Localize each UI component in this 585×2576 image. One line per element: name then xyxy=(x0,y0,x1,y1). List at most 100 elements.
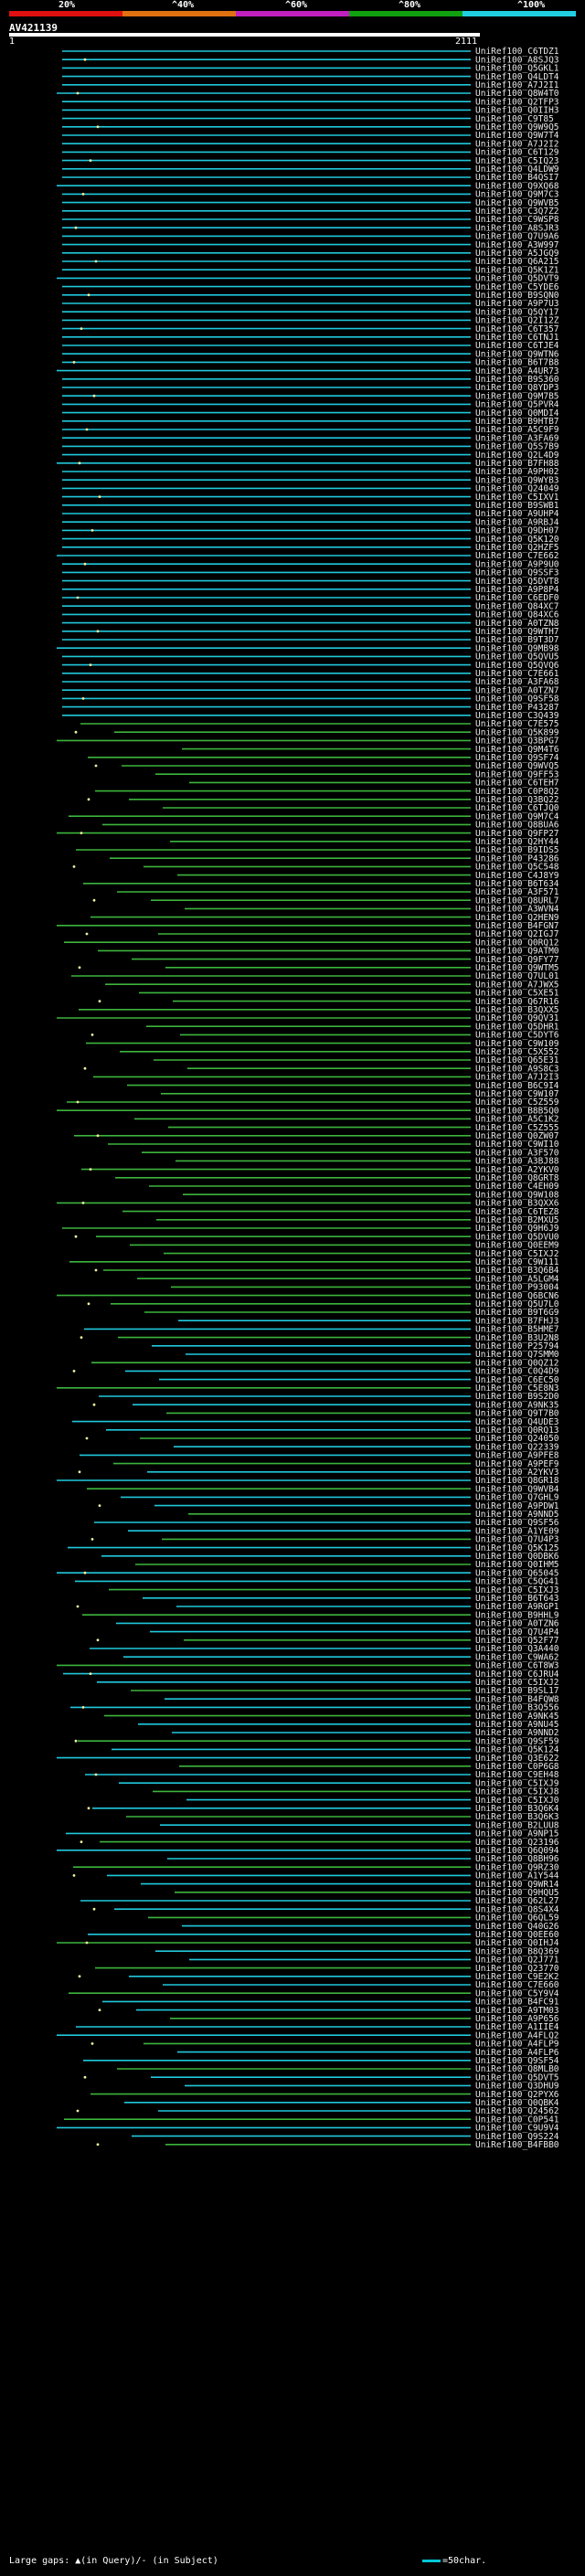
hit-label[interactable]: UniRef100_Q0ZW07 xyxy=(475,1131,559,1141)
hit-label[interactable]: UniRef100_Q9M7C4 xyxy=(475,811,559,822)
hit-label[interactable]: UniRef100_B9HTB7 xyxy=(475,417,559,427)
hit-label[interactable]: UniRef100_Q0RQ12 xyxy=(475,938,559,948)
hit-label[interactable]: UniRef100_C5X552 xyxy=(475,1047,559,1057)
hit-label[interactable]: UniRef100_Q5C548 xyxy=(475,863,559,873)
hit-label[interactable]: UniRef100_A0TZN8 xyxy=(475,619,559,629)
hit-label[interactable]: UniRef100_Q2PYX6 xyxy=(475,2090,559,2100)
hit-label[interactable]: UniRef100_A9P7U3 xyxy=(475,299,559,309)
hit-label[interactable]: UniRef100_Q9WTN6 xyxy=(475,349,559,359)
hit-label[interactable]: UniRef100_A9NK45 xyxy=(475,1712,559,1722)
hit-label[interactable]: UniRef100_A3BJ88 xyxy=(475,1157,559,1167)
hit-label[interactable]: UniRef100_Q4LDW9 xyxy=(475,164,559,175)
hit-label[interactable]: UniRef100_B4FC91 xyxy=(475,1998,559,2008)
hit-label[interactable]: UniRef100_Q9M7C3 xyxy=(475,190,559,200)
hit-label[interactable]: UniRef100_Q5DHR1 xyxy=(475,1022,559,1032)
hit-label[interactable]: UniRef100_B6C9I4 xyxy=(475,1081,559,1091)
hit-label[interactable]: UniRef100_Q24049 xyxy=(475,484,559,494)
hit-label[interactable]: UniRef100_C5YDE6 xyxy=(475,282,559,292)
hit-label[interactable]: UniRef100_B4FGN7 xyxy=(475,921,559,931)
hit-label[interactable]: UniRef100_C3Q439 xyxy=(475,711,559,721)
hit-label[interactable]: UniRef100_B3U2N8 xyxy=(475,1333,559,1343)
hit-label[interactable]: UniRef100_Q0IHM5 xyxy=(475,1560,559,1570)
hit-label[interactable]: UniRef100_A3F571 xyxy=(475,887,559,897)
hit-label[interactable]: UniRef100_C5Z555 xyxy=(475,1123,559,1133)
hit-label[interactable]: UniRef100_B9HHL9 xyxy=(475,1610,559,1620)
hit-label[interactable]: UniRef100_B3Q6B4 xyxy=(475,1266,559,1276)
hit-label[interactable]: UniRef100_Q3E622 xyxy=(475,1754,559,1764)
hit-label[interactable]: UniRef100_Q9WVB4 xyxy=(475,1484,559,1494)
hit-label[interactable]: UniRef100_Q6QL59 xyxy=(475,1913,559,1924)
hit-label[interactable]: UniRef100_P93004 xyxy=(475,1283,559,1293)
hit-label[interactable]: UniRef100_A3FA68 xyxy=(475,677,559,687)
hit-label[interactable]: UniRef100_B4QSI7 xyxy=(475,173,559,183)
hit-label[interactable]: UniRef100_A1IIE4 xyxy=(475,2022,559,2032)
hit-label[interactable]: UniRef100_Q5QVQ6 xyxy=(475,661,559,671)
hit-label[interactable]: UniRef100_C9W111 xyxy=(475,1257,559,1267)
hit-label[interactable]: UniRef100_B2LUU8 xyxy=(475,1820,559,1830)
hit-label[interactable]: UniRef100_C5DYT6 xyxy=(475,1031,559,1041)
hit-label[interactable]: UniRef100_Q9WR14 xyxy=(475,1880,559,1890)
hit-label[interactable]: UniRef100_A3WVN4 xyxy=(475,905,559,915)
hit-label[interactable]: UniRef100_Q3BQ22 xyxy=(475,795,559,805)
hit-label[interactable]: UniRef100_Q84XC7 xyxy=(475,601,559,611)
hit-label[interactable]: UniRef100_B9S2D0 xyxy=(475,1392,559,1402)
hit-label[interactable]: UniRef100_C0P541 xyxy=(475,2115,559,2125)
hit-label[interactable]: UniRef100_Q9SF58 xyxy=(475,694,559,705)
hit-label[interactable]: UniRef100_Q2HY44 xyxy=(475,837,559,847)
hit-label[interactable]: UniRef100_Q6BCN6 xyxy=(475,1291,559,1301)
hit-label[interactable]: UniRef100_C5Y9V4 xyxy=(475,1988,559,1998)
hit-label[interactable]: UniRef100_Q0RQ13 xyxy=(475,1426,559,1436)
hit-label[interactable]: UniRef100_Q52F77 xyxy=(475,1636,559,1646)
hit-label[interactable]: UniRef100_C6TEZ8 xyxy=(475,1207,559,1217)
hit-label[interactable]: UniRef100_A7JWX5 xyxy=(475,980,559,990)
hit-label[interactable]: UniRef100_Q9SF56 xyxy=(475,1518,559,1528)
hit-label[interactable]: UniRef100_A9NND5 xyxy=(475,1510,559,1520)
hit-label[interactable]: UniRef100_A5C1K2 xyxy=(475,1115,559,1125)
hit-label[interactable]: UniRef100_Q2TFP3 xyxy=(475,97,559,107)
hit-label[interactable]: UniRef100_A9P9U0 xyxy=(475,559,559,569)
hit-label[interactable]: UniRef100_Q22339 xyxy=(475,1442,559,1452)
hit-label[interactable]: UniRef100_B9T3D7 xyxy=(475,635,559,645)
hit-label[interactable]: UniRef100_A1Y544 xyxy=(475,1871,559,1882)
hit-label[interactable]: UniRef100_A5JGQ9 xyxy=(475,249,559,259)
hit-label[interactable]: UniRef100_Q0QBK4 xyxy=(475,2098,559,2108)
hit-label[interactable]: UniRef100_B3Q6K4 xyxy=(475,1804,559,1814)
hit-label[interactable]: UniRef100_A7J2I3 xyxy=(475,1073,559,1083)
hit-label[interactable]: UniRef100_A4UR73 xyxy=(475,366,559,376)
hit-label[interactable]: UniRef100_B9SL17 xyxy=(475,1686,559,1696)
hit-label[interactable]: UniRef100_C5IXV1 xyxy=(475,493,559,503)
hit-label[interactable]: UniRef100_Q9W108 xyxy=(475,1190,559,1200)
hit-label[interactable]: UniRef100_Q5U7L0 xyxy=(475,1299,559,1309)
hit-label[interactable]: UniRef100_Q9H6J9 xyxy=(475,1224,559,1234)
hit-label[interactable]: UniRef100_Q9WYB3 xyxy=(475,475,559,485)
hit-label[interactable]: UniRef100_C5IXJ9 xyxy=(475,1778,559,1788)
hit-label[interactable]: UniRef100_Q7SMM0 xyxy=(475,1350,559,1360)
hit-label[interactable]: UniRef100_C4EH09 xyxy=(475,1182,559,1192)
hit-label[interactable]: UniRef100_Q2J771 xyxy=(475,1956,559,1966)
hit-label[interactable]: UniRef100_Q5K125 xyxy=(475,1543,559,1553)
hit-label[interactable]: UniRef100_P43287 xyxy=(475,703,559,713)
hit-label[interactable]: UniRef100_C6TDZ1 xyxy=(475,47,559,57)
hit-label[interactable]: UniRef100_Q62L27 xyxy=(475,1896,559,1906)
hit-label[interactable]: UniRef100_B3Q6K3 xyxy=(475,1812,559,1822)
hit-label[interactable]: UniRef100_Q8BUA6 xyxy=(475,821,559,831)
hit-label[interactable]: UniRef100_Q9W7T4 xyxy=(475,131,559,141)
hit-label[interactable]: UniRef100_C5IXJ8 xyxy=(475,1787,559,1797)
hit-label[interactable]: UniRef100_Q2HZF5 xyxy=(475,543,559,553)
hit-label[interactable]: UniRef100_Q6Q094 xyxy=(475,1846,559,1856)
hit-label[interactable]: UniRef100_A7J2I2 xyxy=(475,139,559,149)
hit-label[interactable]: UniRef100_A3FA69 xyxy=(475,433,559,443)
hit-label[interactable]: UniRef100_C5IXJ0 xyxy=(475,1796,559,1806)
hit-label[interactable]: UniRef100_B6T634 xyxy=(475,879,559,889)
hit-label[interactable]: UniRef100_B9SQN0 xyxy=(475,291,559,301)
hit-label[interactable]: UniRef100_Q9FF53 xyxy=(475,769,559,779)
hit-label[interactable]: UniRef100_C9WSP8 xyxy=(475,215,559,225)
hit-label[interactable]: UniRef100_B9S360 xyxy=(475,375,559,385)
hit-label[interactable]: UniRef100_A1YE09 xyxy=(475,1526,559,1536)
hit-label[interactable]: UniRef100_C5IXJ3 xyxy=(475,1585,559,1595)
hit-label[interactable]: UniRef100_A9P8P4 xyxy=(475,585,559,595)
hit-label[interactable]: UniRef100_Q7U4P3 xyxy=(475,1535,559,1545)
hit-label[interactable]: UniRef100_C6EC50 xyxy=(475,1375,559,1385)
hit-label[interactable]: UniRef100_Q9WTH7 xyxy=(475,627,559,637)
hit-label[interactable]: UniRef100_Q7U4P4 xyxy=(475,1627,559,1638)
